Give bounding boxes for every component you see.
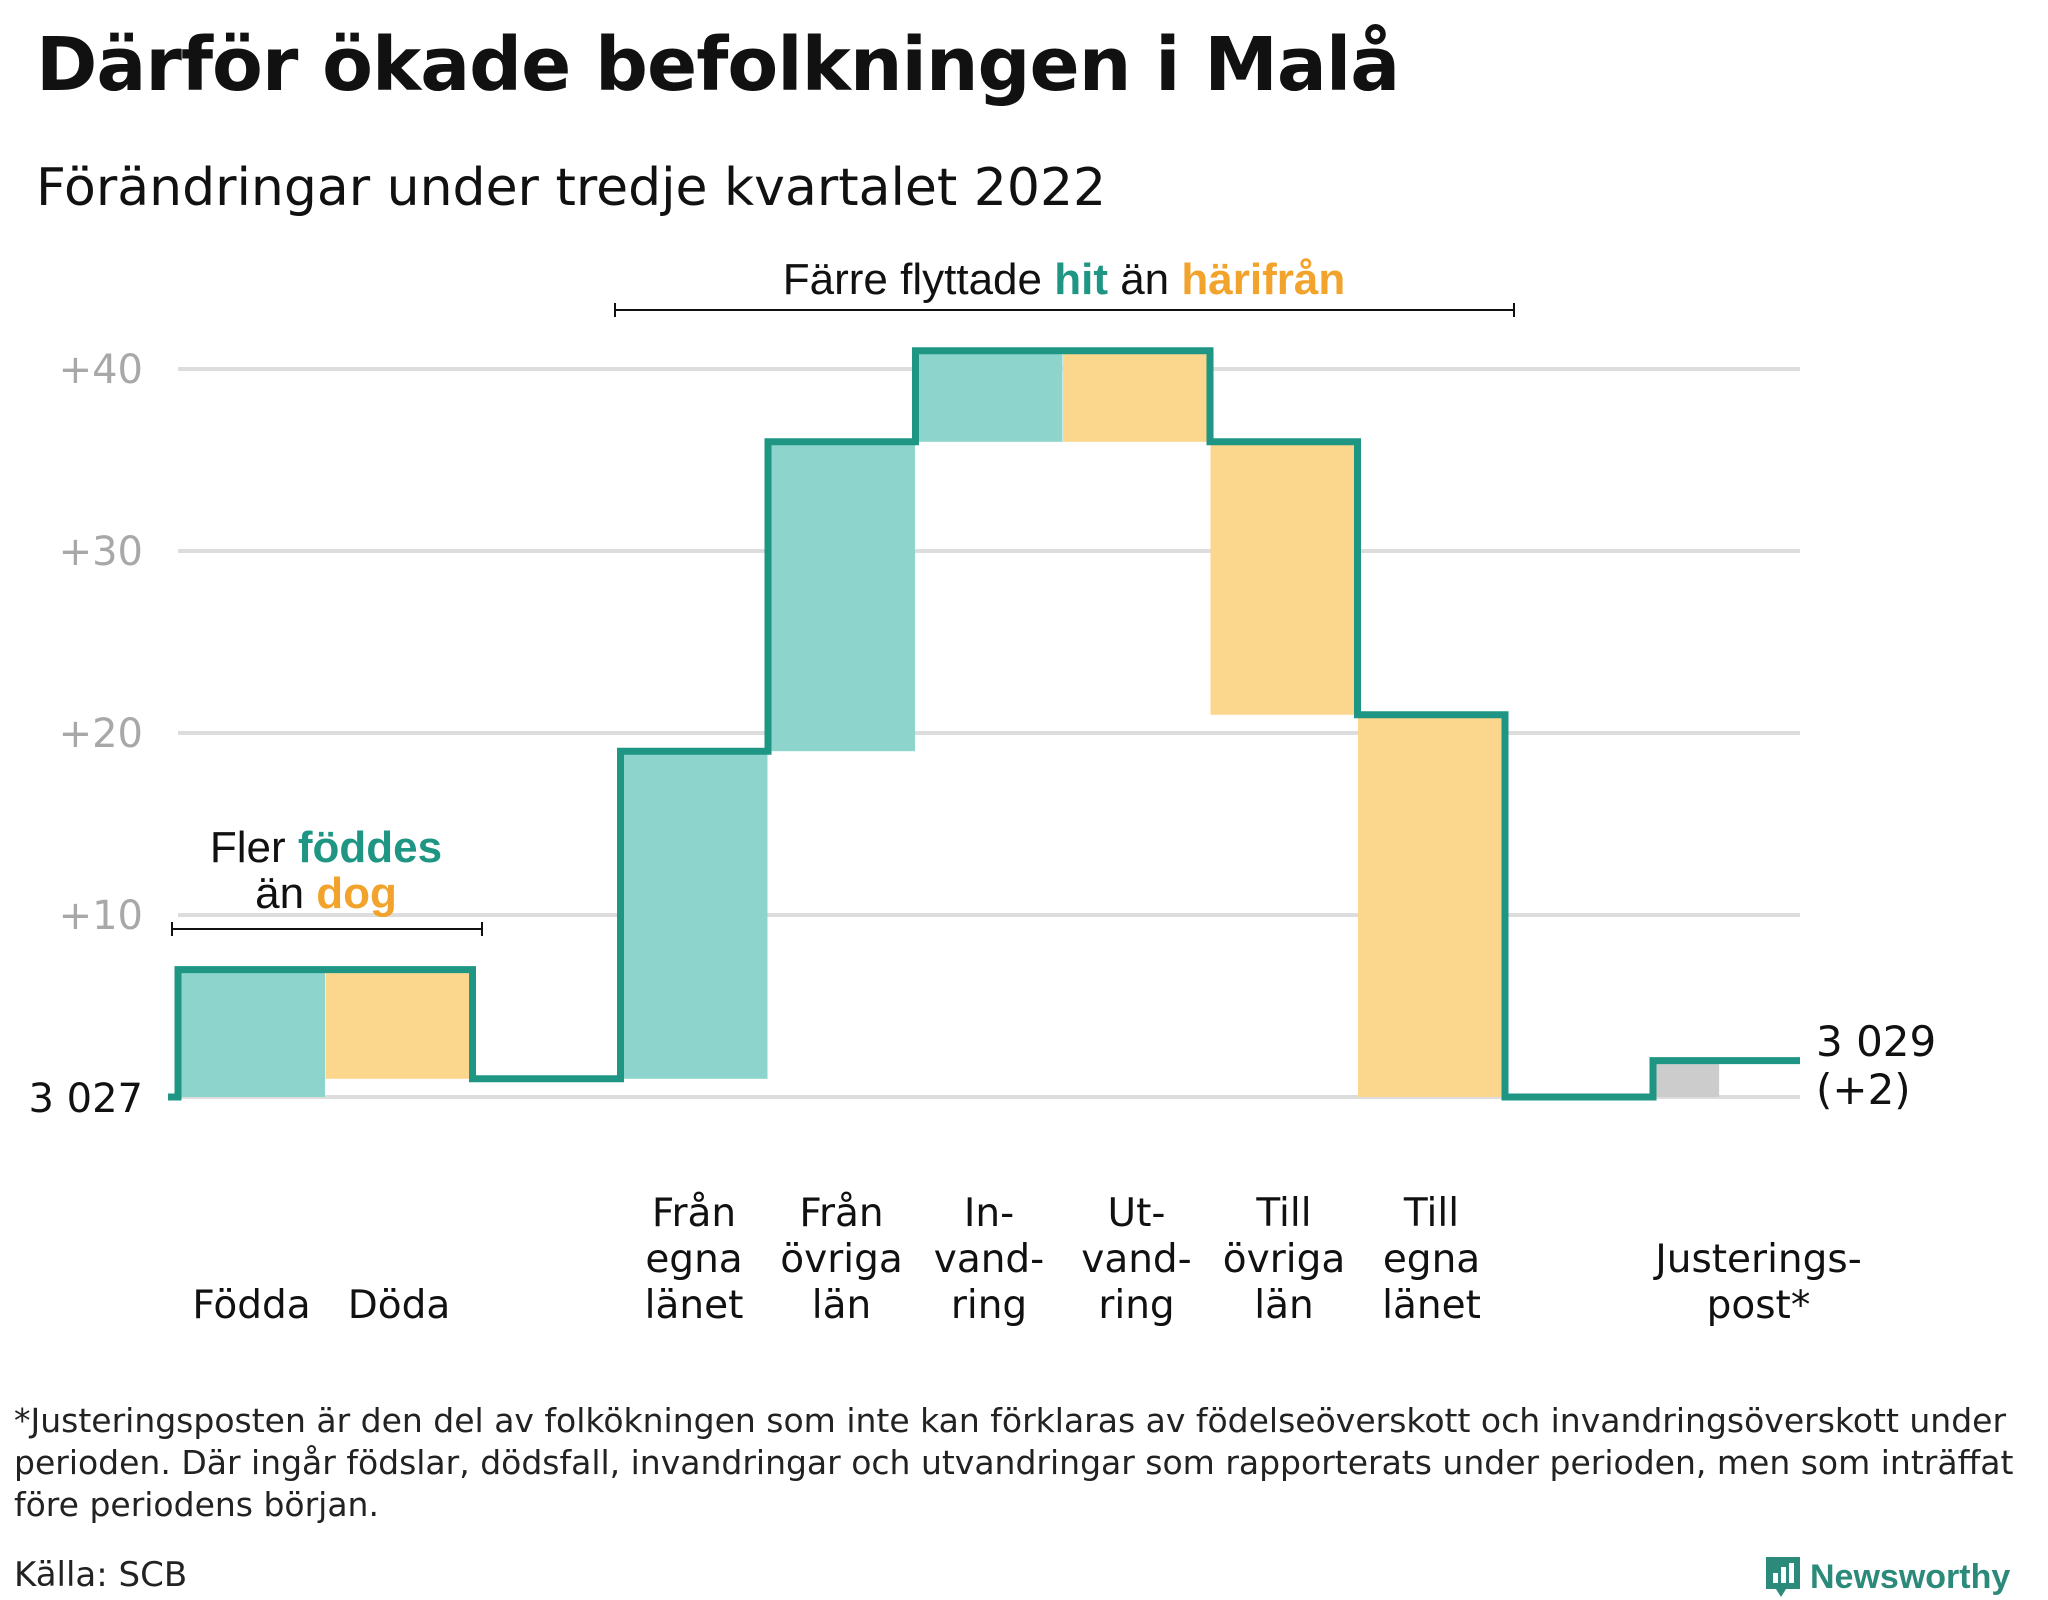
category-labels: Födda DödaFrånegnalänetFrånövrigalänIn-va… — [192, 1191, 1861, 1328]
bar-decrease — [325, 969, 473, 1079]
category-label: Från — [799, 1191, 883, 1236]
newsworthy-logo: Newsworthy — [1764, 1555, 2010, 1599]
step-line — [168, 347, 1800, 1101]
category-label: Döda — [348, 1283, 451, 1328]
bar-adjustment — [1653, 1060, 1720, 1097]
chart-title: Därför ökade befolkningen i Malå — [36, 22, 1400, 108]
category-label: Justerings- — [1652, 1237, 1862, 1282]
category-label: övriga — [1223, 1237, 1345, 1282]
births-annotation-line1: Fler föddes — [210, 823, 442, 872]
y-tick-label: +10 — [59, 893, 143, 939]
bars — [178, 350, 1720, 1097]
end-value-label: 3 029 — [1816, 1017, 1936, 1066]
category-label: Ut- — [1108, 1191, 1166, 1236]
category-label: ring — [1098, 1283, 1174, 1328]
brand-name: Newsworthy — [1810, 1557, 2011, 1596]
bar-decrease — [1210, 441, 1358, 715]
category-label: post* — [1707, 1283, 1811, 1328]
bar-increase — [178, 969, 325, 1097]
category-label: Till — [1255, 1191, 1311, 1236]
y-tick-labels: +10 +20 +30 +40 — [59, 347, 143, 939]
category-label: Födda — [192, 1283, 310, 1328]
y-tick-label: +40 — [59, 347, 143, 393]
births-annotation-line2: än dog — [255, 869, 397, 918]
y-tick-label: +30 — [59, 529, 143, 575]
category-label: Från — [652, 1191, 736, 1236]
category-label: In- — [964, 1191, 1014, 1236]
category-label: ring — [951, 1283, 1027, 1328]
bar-decrease — [1063, 350, 1210, 442]
category-label: vand- — [1081, 1237, 1192, 1282]
cumulative-step-line — [168, 347, 1800, 1101]
category-label: län — [812, 1283, 871, 1328]
bar-increase — [915, 350, 1063, 442]
category-label: vand- — [934, 1237, 1045, 1282]
newsworthy-logo-icon — [1766, 1557, 1800, 1597]
category-label: län — [1254, 1283, 1313, 1328]
bar-increase — [768, 441, 915, 752]
moves-annotation: Färre flyttade hit än härifrån — [783, 255, 1345, 304]
start-value-label: 3 027 — [28, 1076, 143, 1122]
y-tick-label: +20 — [59, 711, 143, 757]
category-label: länet — [645, 1283, 744, 1328]
waterfall-chart: +10+20+30+40 Födda DödaFrånegnalänetFrånö… — [28, 255, 1936, 1328]
category-label: egna — [1383, 1237, 1480, 1282]
category-label: Till — [1403, 1191, 1459, 1236]
category-label: övriga — [780, 1237, 902, 1282]
footnote: *Justeringsposten är den del av folkökni… — [14, 1401, 2014, 1524]
category-label: länet — [1382, 1283, 1481, 1328]
moves-bracket — [614, 303, 1515, 317]
category-label: egna — [645, 1237, 742, 1282]
bar-increase — [620, 751, 768, 1079]
bar-decrease — [1358, 714, 1505, 1097]
chart-subtitle: Förändringar under tredje kvartalet 2022 — [36, 158, 1107, 218]
end-change-label: (+2) — [1816, 1065, 1911, 1114]
births-bracket — [171, 922, 483, 936]
source-label: Källa: SCB — [14, 1555, 188, 1595]
gridlines — [178, 367, 1800, 1099]
